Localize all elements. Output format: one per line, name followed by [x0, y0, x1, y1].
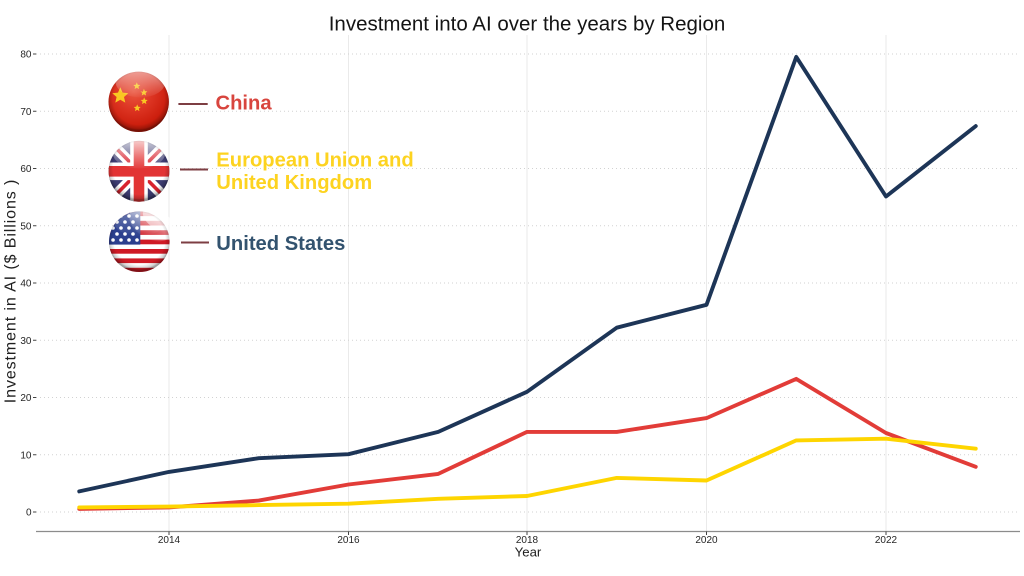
svg-text:20: 20	[20, 393, 32, 404]
svg-text:2020: 2020	[695, 535, 718, 546]
svg-text:70: 70	[20, 107, 32, 118]
svg-text:10: 10	[20, 450, 32, 461]
svg-text:40: 40	[20, 279, 32, 290]
svg-text:United Kingdom: United Kingdom	[216, 172, 372, 194]
svg-text:2016: 2016	[337, 535, 360, 546]
svg-text:Year: Year	[515, 545, 542, 560]
svg-text:European Union and: European Union and	[216, 150, 413, 172]
svg-text:Investment in AI ($ Billions ): Investment in AI ($ Billions )	[3, 179, 20, 403]
svg-text:2018: 2018	[516, 535, 539, 546]
svg-text:80: 80	[20, 50, 32, 61]
svg-text:30: 30	[20, 336, 32, 347]
svg-text:United States: United States	[216, 233, 345, 255]
svg-text:2022: 2022	[875, 535, 898, 546]
svg-text:Investment into AI over the ye: Investment into AI over the years by Reg…	[329, 13, 726, 36]
svg-text:2014: 2014	[158, 535, 181, 546]
svg-text:China: China	[216, 92, 273, 114]
svg-text:0: 0	[26, 508, 32, 519]
svg-text:50: 50	[20, 221, 32, 232]
svg-text:60: 60	[20, 164, 32, 175]
